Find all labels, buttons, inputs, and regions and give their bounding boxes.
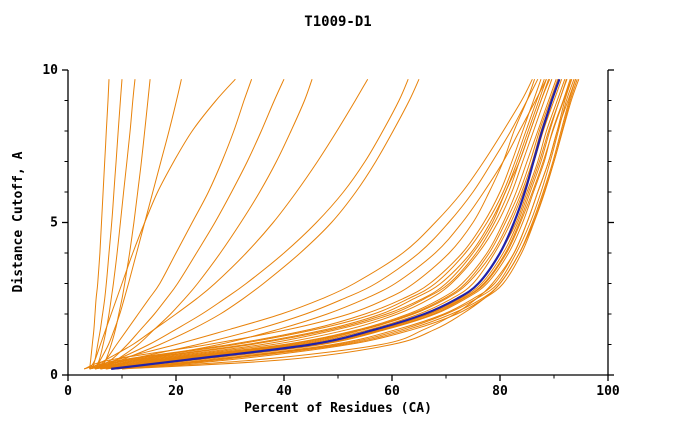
model-curve: [116, 79, 575, 370]
x-tick-label: 80: [492, 384, 508, 399]
highlight-curve: [111, 78, 561, 370]
model-curves-layer: [84, 78, 580, 370]
model-curve: [94, 79, 551, 370]
model-curve: [111, 79, 571, 370]
y-tick-label: 10: [42, 63, 58, 78]
model-curve: [100, 79, 560, 370]
chart-title: T1009-D1: [304, 14, 371, 30]
x-axis-label: Percent of Residues (CA): [244, 401, 432, 416]
model-curve: [84, 79, 542, 370]
model-curve: [94, 79, 553, 370]
y-axis-label: Distance Cutoff, A: [11, 151, 26, 292]
model-curve: [94, 79, 136, 370]
model-curve: [100, 79, 557, 370]
model-curve: [89, 78, 369, 370]
model-curve: [105, 79, 566, 370]
model-curve: [94, 78, 285, 370]
model-curve: [116, 79, 577, 370]
model-curve: [89, 79, 110, 369]
x-tick-label: 60: [384, 384, 400, 399]
model-curve: [89, 78, 236, 370]
model-curve: [94, 79, 559, 370]
model-curve: [94, 79, 182, 370]
axes-layer: 0 20 40 60 80 100 0 5 10: [42, 63, 620, 399]
model-curve: [100, 79, 313, 370]
model-curve: [94, 78, 539, 370]
model-curve: [100, 78, 420, 370]
model-curve: [99, 79, 151, 370]
model-curve: [89, 79, 547, 370]
y-tick-label: 5: [50, 216, 58, 231]
model-curve: [84, 79, 536, 370]
model-curve: [89, 78, 533, 370]
model-curve: [100, 78, 547, 370]
y-tick-label: 0: [50, 368, 58, 383]
model-curve: [111, 79, 573, 370]
model-curve: [121, 79, 577, 370]
model-curve: [94, 79, 253, 370]
model-curve: [91, 79, 123, 370]
model-curve: [121, 79, 578, 370]
model-curve: [105, 79, 568, 370]
x-tick-label: 100: [596, 384, 620, 399]
model-curve: [89, 79, 545, 370]
model-curve: [94, 79, 409, 370]
x-tick-label: 40: [276, 384, 292, 399]
x-tick-label: 0: [64, 384, 72, 399]
x-tick-label: 20: [168, 384, 184, 399]
